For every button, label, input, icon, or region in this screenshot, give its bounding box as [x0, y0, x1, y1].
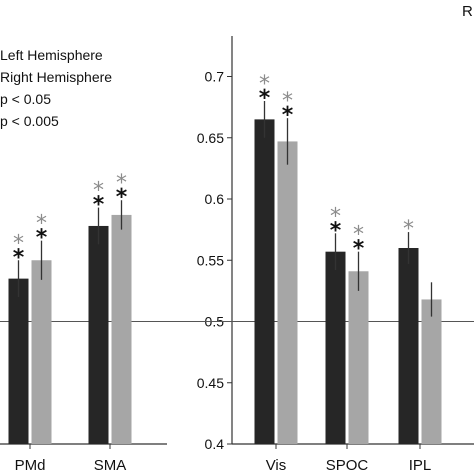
- significance-star-p005: *: [93, 193, 105, 218]
- y-tick-label: 0.55: [197, 252, 224, 268]
- significance-star-p05: *: [282, 89, 293, 114]
- bar-right: [31, 260, 52, 444]
- significance-star-p05: *: [93, 179, 104, 204]
- y-tick-label: 0.7: [205, 69, 225, 85]
- significance-star-p005: *: [36, 226, 48, 251]
- legend: Left Hemisphere Right Hemisphere p < 0.0…: [0, 47, 112, 129]
- bar-left: [88, 225, 109, 444]
- significance-star-p005: *: [116, 185, 128, 210]
- legend-left-hemisphere: Left Hemisphere: [0, 47, 103, 63]
- bar-left: [254, 119, 275, 444]
- significance-star-p05: *: [330, 204, 341, 229]
- legend-p005: p < 0.005: [0, 113, 59, 129]
- x-tick-label: PMd: [15, 457, 46, 474]
- significance-star-p05: *: [403, 217, 414, 242]
- y-tick-label: 0.45: [197, 375, 224, 391]
- bar-right: [277, 141, 298, 445]
- corner-label: R: [462, 3, 473, 20]
- legend-p05: p < 0.05: [0, 91, 51, 107]
- bar-left: [325, 251, 346, 444]
- bar-left: [8, 278, 29, 444]
- bar-left: [398, 248, 419, 444]
- significance-star-p005: *: [330, 218, 342, 243]
- significance-star-p05: *: [36, 212, 47, 237]
- significance-star-p05: *: [259, 72, 270, 97]
- y-tick-label: 0.65: [197, 130, 224, 146]
- y-tick-label: 0.6: [205, 191, 225, 207]
- legend-right-hemisphere: Right Hemisphere: [0, 69, 112, 85]
- x-tick-label: SMA: [94, 457, 127, 474]
- x-tick-label: SPOC: [326, 457, 369, 474]
- significance-star-p05: *: [116, 171, 127, 196]
- significance-star-p005: *: [353, 237, 365, 262]
- significance-star-p005: *: [13, 245, 25, 270]
- x-tick-label: IPL: [409, 457, 432, 474]
- bar-right: [421, 299, 442, 444]
- significance-star-p05: *: [353, 223, 364, 248]
- y-tick-label: 0.4: [205, 436, 225, 452]
- x-tick-label: Vis: [266, 457, 287, 474]
- bar-right: [348, 271, 369, 444]
- significance-star-p005: *: [259, 86, 271, 111]
- significance-star-p005: *: [282, 103, 294, 128]
- significance-star-p05: *: [13, 231, 24, 256]
- bar-right: [111, 214, 132, 444]
